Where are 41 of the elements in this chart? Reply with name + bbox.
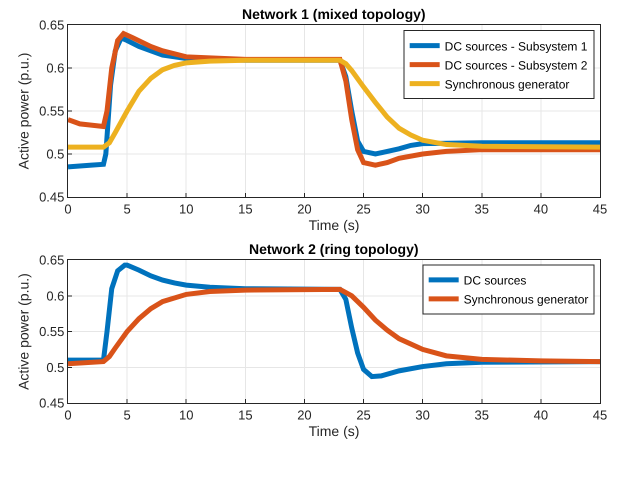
legend-label: DC sources - Subsystem 2 [444,58,588,72]
legend-label: DC sources [464,274,526,288]
x-tick-label: 20 [297,202,312,217]
x-axis-title: Time (s) [308,216,360,233]
y-axis-title: Active power (p.u.) [16,52,32,170]
x-tick-label: 0 [64,202,72,217]
x-axis-title: Time (s) [308,422,360,439]
y-tick-label: 0.6 [46,60,64,76]
y-tick-label: 0.65 [39,252,64,268]
x-tick-label: 15 [238,202,253,217]
y-tick-label: 0.6 [46,288,64,304]
y-tick-label: 0.55 [39,324,64,340]
y-tick-label: 0.5 [46,360,64,375]
x-tick-label: 35 [474,202,490,217]
x-tick-label: 5 [123,408,131,423]
legend-label: Synchronous generator [444,77,570,92]
legend-label: Synchronous generator [464,292,588,307]
x-tick-label: 10 [178,408,194,423]
y-axis-title: Active power (p.u.) [16,273,32,390]
y-tick-label: 0.55 [39,104,64,119]
chart-title: Network 1 (mixed topology) [242,6,426,22]
y-tick-label: 0.45 [39,396,64,411]
x-tick-label: 0 [64,408,72,423]
x-tick-label: 25 [356,408,371,423]
x-tick-label: 15 [238,408,253,423]
x-tick-label: 10 [178,202,194,217]
chart-title: Network 2 (ring topology) [249,241,419,257]
x-tick-label: 30 [415,202,430,217]
x-tick-label: 25 [356,202,371,217]
x-tick-label: 5 [123,202,131,217]
y-tick-label: 0.45 [39,190,64,205]
x-tick-label: 35 [474,408,490,423]
x-tick-label: 45 [592,408,608,423]
y-tick-label: 0.5 [46,146,64,162]
x-tick-label: 45 [592,202,608,217]
x-tick-label: 20 [297,408,312,423]
y-tick-label: 0.65 [39,18,64,33]
x-tick-label: 40 [534,202,548,217]
legend-label: DC sources - Subsystem 1 [444,39,588,54]
x-tick-label: 30 [415,408,430,423]
x-tick-label: 40 [534,408,548,423]
